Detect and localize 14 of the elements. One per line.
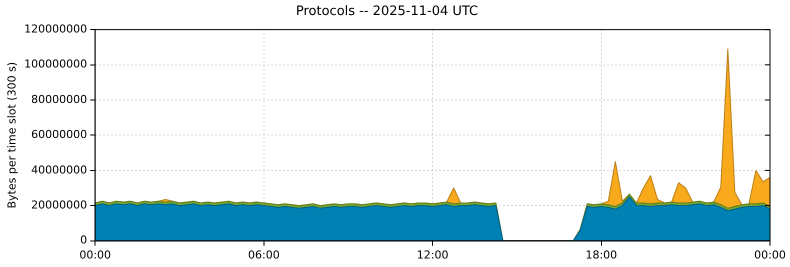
y-tick-label: 60000000 <box>31 128 88 142</box>
y-tick-label: 120000000 <box>24 22 88 36</box>
x-tick-label: 12:00 <box>416 248 448 262</box>
chart-title: Protocols -- 2025-11-04 UTC <box>296 4 478 20</box>
x-tick-label: 00:00 <box>754 248 786 262</box>
x-tick-label: 00:00 <box>79 248 112 262</box>
x-tick-label: 18:00 <box>585 248 618 262</box>
y-axis-title: Bytes per time slot (300 s) <box>5 62 18 209</box>
y-tick-label: 20000000 <box>31 198 88 212</box>
y-tick-label: 40000000 <box>31 163 88 176</box>
y-tick-label: 0 <box>80 234 88 247</box>
y-tick-label: 80000000 <box>31 92 88 106</box>
y-tick-label: 100000000 <box>24 58 88 71</box>
x-tick-label: 06:00 <box>248 248 280 262</box>
